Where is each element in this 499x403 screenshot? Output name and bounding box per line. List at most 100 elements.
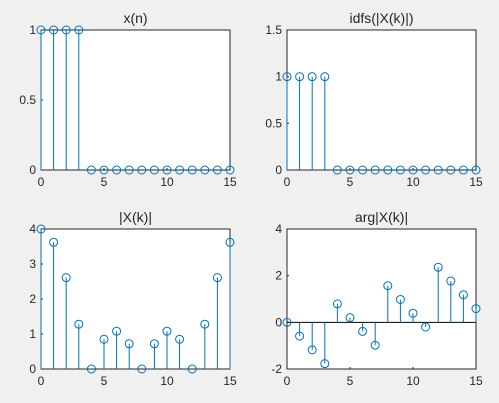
subplot-1-ytick-label: 0.5 <box>19 93 36 107</box>
subplot-3-marker <box>225 237 235 247</box>
subplot-1-marker <box>36 25 46 35</box>
subplot-3-marker <box>86 364 96 374</box>
subplot-3-ytick-label: 2 <box>29 292 36 306</box>
subplot-4-marker <box>383 281 393 291</box>
subplot-4-ytick-label: -2 <box>271 362 282 376</box>
subplot-1-marker <box>74 25 84 35</box>
subplot-4-marker <box>471 304 481 314</box>
subplot-3-marker <box>74 319 84 329</box>
subplot-4-ytick-label: 4 <box>275 222 282 236</box>
subplot-4-xtick-label: 15 <box>469 374 483 388</box>
subplot-2-marker <box>395 165 405 175</box>
subplot-2-marker <box>433 165 443 175</box>
subplot-2-ytick-label: 0.5 <box>265 116 282 130</box>
subplot-1-marker <box>162 165 172 175</box>
subplot-2-marker <box>421 165 431 175</box>
subplot-2-xtick-label: 15 <box>469 175 483 189</box>
subplot-1-marker <box>99 165 109 175</box>
subplot-2-xtick-label: 0 <box>284 175 291 189</box>
subplot-3-marker <box>49 237 59 247</box>
subplot-3-ytick-label: 3 <box>29 257 36 271</box>
subplot-3-axes <box>40 228 231 370</box>
subplot-4-xtick-label: 0 <box>284 374 291 388</box>
subplot-2-ytick-label: 1 <box>275 70 282 84</box>
subplot-3-marker <box>149 339 159 349</box>
subplot-4-marker <box>433 262 443 272</box>
subplot-3-marker <box>212 273 222 283</box>
subplot-4-ytick-label: 2 <box>275 269 282 283</box>
subplot-3-ytick-label: 0 <box>29 362 36 376</box>
subplot-1: x(n) 0 5 10 15 0 0.5 1 <box>19 10 237 189</box>
subplot-3-xtick-label: 0 <box>38 374 45 388</box>
subplot-4-marker <box>358 326 368 336</box>
subplot-3-xtick-label: 15 <box>223 374 237 388</box>
subplot-4-ytick-label: 0 <box>275 315 282 329</box>
subplot-2-marker <box>320 72 330 82</box>
subplot-2-xtick-label: 10 <box>406 175 420 189</box>
subplot-2-marker <box>332 165 342 175</box>
subplot-4-title: arg|X(k)| <box>355 209 408 225</box>
subplot-1-marker <box>112 165 122 175</box>
subplot-2-marker <box>408 165 418 175</box>
subplot-4-marker <box>421 322 431 332</box>
subplot-1-marker <box>187 165 197 175</box>
subplot-3-title: |X(k)| <box>119 209 152 225</box>
subplot-1-marker <box>124 165 134 175</box>
subplot-1-xtick-label: 5 <box>101 175 108 189</box>
subplot-2-marker <box>471 165 481 175</box>
subplot-2-marker <box>383 165 393 175</box>
subplot-3-marker <box>137 364 147 374</box>
subplot-3-marker <box>61 273 71 283</box>
subplot-4-marker <box>320 359 330 369</box>
subplot-4-marker <box>307 345 317 355</box>
subplot-1-marker <box>86 165 96 175</box>
subplot-3-marker <box>162 326 172 336</box>
subplot-4-marker <box>282 317 292 327</box>
subplot-2-ytick-label: 1.5 <box>265 23 282 37</box>
subplot-4-marker <box>332 299 342 309</box>
subplot-1-xtick-label: 10 <box>160 175 174 189</box>
subplot-3-xtick-label: 10 <box>160 374 174 388</box>
subplot-2-marker <box>295 72 305 82</box>
subplot-1-marker <box>137 165 147 175</box>
subplot-4-marker <box>345 313 355 323</box>
subplot-3-marker <box>36 224 46 234</box>
subplot-2-marker <box>446 165 456 175</box>
subplot-2-marker <box>458 165 468 175</box>
subplot-4-marker <box>395 294 405 304</box>
subplot-4-marker <box>458 290 468 300</box>
subplot-2-title: idfs(|X(k)|) <box>349 10 413 26</box>
subplot-1-marker <box>175 165 185 175</box>
subplot-1-axes <box>40 29 231 171</box>
subplot-4-xtick-label: 10 <box>406 374 420 388</box>
subplot-1-xtick-label: 15 <box>223 175 237 189</box>
subplot-2-marker <box>345 165 355 175</box>
subplot-1-marker <box>61 25 71 35</box>
subplot-2: idfs(|X(k)|) 0 5 10 15 0 0.5 1 1.5 <box>265 10 483 189</box>
subplot-1-marker <box>149 165 159 175</box>
subplot-3-marker <box>99 334 109 344</box>
subplot-3-ytick-label: 1 <box>29 327 36 341</box>
subplot-2-marker <box>307 72 317 82</box>
subplot-2-marker <box>370 165 380 175</box>
subplot-1-marker <box>212 165 222 175</box>
subplot-1-ytick-label: 1 <box>29 23 36 37</box>
subplot-2-marker <box>282 72 292 82</box>
subplot-1-marker <box>49 25 59 35</box>
subplot-1-xtick-label: 0 <box>38 175 45 189</box>
subplot-3-xtick-label: 5 <box>101 374 108 388</box>
subplot-3-ytick-label: 4 <box>29 222 36 236</box>
subplot-4-axes <box>286 228 477 370</box>
subplot-1-ytick-label: 0 <box>29 163 36 177</box>
subplot-3-marker <box>187 364 197 374</box>
subplot-2-marker <box>358 165 368 175</box>
subplot-4-marker <box>295 331 305 341</box>
subplot-4-marker <box>370 340 380 350</box>
subplot-1-title: x(n) <box>123 10 147 26</box>
subplot-3-marker <box>124 339 134 349</box>
subplot-3: |X(k)| 0 5 10 15 0 1 2 3 4 <box>29 209 237 388</box>
subplot-4-marker <box>408 308 418 318</box>
subplot-2-axes <box>286 29 477 171</box>
subplot-4-xtick-label: 5 <box>347 374 354 388</box>
